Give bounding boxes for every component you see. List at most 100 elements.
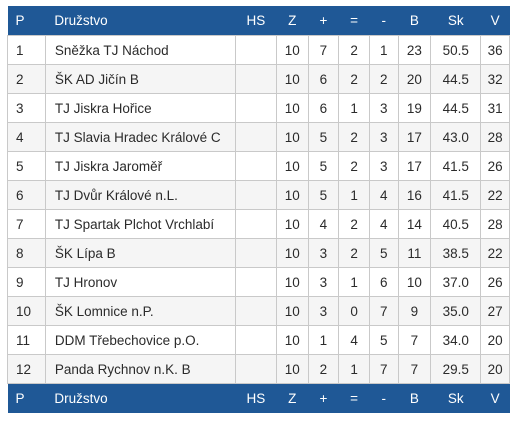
footer-score[interactable]: Sk bbox=[430, 383, 481, 413]
cell-played: 10 bbox=[275, 64, 309, 94]
cell-played: 10 bbox=[275, 267, 309, 297]
cell-points: 7 bbox=[397, 354, 432, 384]
footer-played[interactable]: Z bbox=[276, 383, 309, 413]
cell-team[interactable]: ŠK Lomnice n.P. bbox=[44, 296, 236, 326]
cell-score: 40.5 bbox=[430, 209, 482, 239]
cell-hs bbox=[234, 93, 277, 123]
cell-played: 10 bbox=[275, 93, 309, 123]
cell-score: 44.5 bbox=[430, 93, 482, 123]
cell-draws: 2 bbox=[338, 64, 370, 94]
cell-hs bbox=[234, 267, 277, 297]
cell-team[interactable]: TJ Jiskra Hořice bbox=[44, 93, 236, 123]
cell-draws: 2 bbox=[338, 122, 370, 152]
footer-position[interactable]: P bbox=[7, 383, 46, 413]
header-draws[interactable]: = bbox=[338, 6, 370, 36]
cell-score: 50.5 bbox=[430, 35, 482, 65]
footer-points[interactable]: B bbox=[398, 383, 431, 413]
table-row: 4 TJ Slavia Hradec Králové C 10 5 2 3 17 43.0 28 bbox=[7, 122, 510, 152]
cell-v: 28 bbox=[480, 209, 510, 239]
cell-losses: 3 bbox=[368, 93, 399, 123]
cell-position: 6 bbox=[7, 180, 46, 210]
cell-team[interactable]: TJ Jiskra Jaroměř bbox=[44, 151, 236, 181]
table-row: 11 DDM Třebechovice p.O. 10 1 4 5 7 34.0 20 bbox=[7, 325, 510, 355]
cell-position: 11 bbox=[7, 325, 46, 355]
cell-wins: 5 bbox=[307, 122, 340, 152]
cell-points: 17 bbox=[397, 122, 432, 152]
header-position[interactable]: P bbox=[7, 6, 46, 36]
header-v[interactable]: V bbox=[480, 6, 510, 36]
footer-losses[interactable]: - bbox=[369, 383, 399, 413]
cell-team[interactable]: DDM Třebechovice p.O. bbox=[44, 325, 236, 355]
cell-score: 41.5 bbox=[430, 151, 482, 181]
cell-score: 44.5 bbox=[430, 64, 482, 94]
cell-hs bbox=[234, 151, 277, 181]
cell-score: 29.5 bbox=[430, 354, 482, 384]
cell-losses: 4 bbox=[368, 180, 399, 210]
cell-points: 7 bbox=[397, 325, 432, 355]
cell-position: 4 bbox=[7, 122, 46, 152]
header-wins[interactable]: + bbox=[308, 6, 339, 36]
standings-table-container: P Družstvo HS Z + = - B Sk V 1 Sněžka TJ … bbox=[7, 6, 510, 413]
cell-draws: 1 bbox=[338, 354, 370, 384]
cell-draws: 2 bbox=[338, 35, 370, 65]
cell-losses: 7 bbox=[368, 354, 399, 384]
cell-v: 20 bbox=[480, 354, 510, 384]
cell-v: 28 bbox=[480, 122, 510, 152]
cell-position: 10 bbox=[7, 296, 46, 326]
cell-played: 10 bbox=[275, 209, 309, 239]
cell-draws: 2 bbox=[338, 209, 370, 239]
footer-wins[interactable]: + bbox=[308, 383, 339, 413]
cell-team[interactable]: ŠK AD Jičín B bbox=[44, 64, 236, 94]
cell-points: 14 bbox=[397, 209, 432, 239]
cell-points: 10 bbox=[397, 267, 432, 297]
cell-hs bbox=[234, 238, 277, 268]
cell-losses: 7 bbox=[368, 296, 399, 326]
header-score[interactable]: Sk bbox=[430, 6, 481, 36]
footer-team[interactable]: Družstvo bbox=[45, 383, 236, 413]
cell-v: 26 bbox=[480, 151, 510, 181]
table-body: 1 Sněžka TJ Náchod 10 7 2 1 23 50.5 36 2 ŠK AD Jič… bbox=[7, 35, 510, 384]
cell-score: 35.0 bbox=[430, 296, 482, 326]
cell-wins: 3 bbox=[307, 267, 340, 297]
header-losses[interactable]: - bbox=[369, 6, 399, 36]
cell-points: 19 bbox=[397, 93, 432, 123]
standings-table: P Družstvo HS Z + = - B Sk V 1 Sněžka TJ … bbox=[7, 6, 510, 413]
cell-score: 34.0 bbox=[430, 325, 482, 355]
cell-hs bbox=[234, 122, 277, 152]
table-row: 5 TJ Jiskra Jaroměř 10 5 2 3 17 41.5 26 bbox=[7, 151, 510, 181]
header-points[interactable]: B bbox=[398, 6, 431, 36]
cell-wins: 6 bbox=[307, 64, 340, 94]
cell-hs bbox=[234, 35, 277, 65]
cell-team[interactable]: TJ Hronov bbox=[44, 267, 236, 297]
cell-played: 10 bbox=[275, 296, 309, 326]
cell-wins: 3 bbox=[307, 238, 340, 268]
cell-score: 41.5 bbox=[430, 180, 482, 210]
cell-wins: 7 bbox=[307, 35, 340, 65]
cell-played: 10 bbox=[275, 354, 309, 384]
cell-position: 1 bbox=[7, 35, 46, 65]
cell-hs bbox=[234, 64, 277, 94]
cell-wins: 2 bbox=[307, 354, 340, 384]
footer-v[interactable]: V bbox=[480, 383, 510, 413]
cell-score: 37.0 bbox=[430, 267, 482, 297]
cell-position: 8 bbox=[7, 238, 46, 268]
cell-draws: 4 bbox=[338, 325, 370, 355]
header-played[interactable]: Z bbox=[276, 6, 309, 36]
cell-losses: 6 bbox=[368, 267, 399, 297]
cell-points: 9 bbox=[397, 296, 432, 326]
table-row: 1 Sněžka TJ Náchod 10 7 2 1 23 50.5 36 bbox=[7, 35, 510, 65]
cell-team[interactable]: Sněžka TJ Náchod bbox=[44, 35, 236, 65]
header-hs[interactable]: HS bbox=[235, 6, 277, 36]
cell-team[interactable]: TJ Spartak Plchot Vrchlabí bbox=[44, 209, 236, 239]
footer-draws[interactable]: = bbox=[338, 383, 370, 413]
cell-team[interactable]: ŠK Lípa B bbox=[44, 238, 236, 268]
cell-team[interactable]: TJ Dvůr Králové n.L. bbox=[44, 180, 236, 210]
cell-v: 26 bbox=[480, 267, 510, 297]
table-row: 10 ŠK Lomnice n.P. 10 3 0 7 9 35.0 27 bbox=[7, 296, 510, 326]
cell-team[interactable]: Panda Rychnov n.K. B bbox=[44, 354, 236, 384]
header-team[interactable]: Družstvo bbox=[45, 6, 236, 36]
cell-team[interactable]: TJ Slavia Hradec Králové C bbox=[44, 122, 236, 152]
cell-v: 20 bbox=[480, 325, 510, 355]
cell-position: 12 bbox=[7, 354, 46, 384]
footer-hs[interactable]: HS bbox=[235, 383, 277, 413]
